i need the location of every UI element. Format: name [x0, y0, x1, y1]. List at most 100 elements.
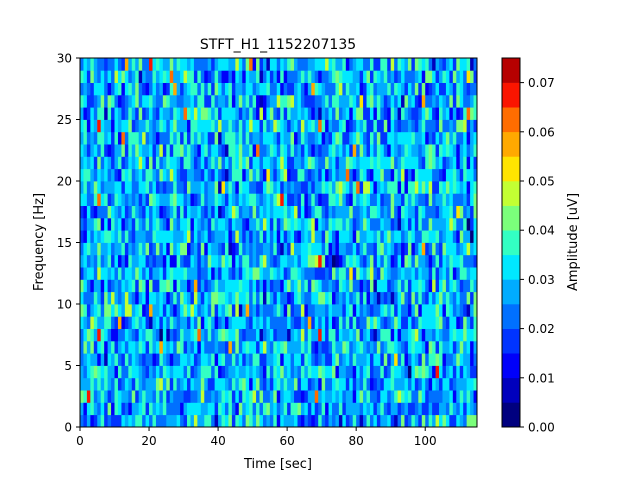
heatmap-cell	[111, 217, 115, 231]
heatmap-cell	[411, 267, 416, 280]
heatmap-cell	[180, 156, 184, 170]
heatmap-cell	[318, 390, 323, 403]
heatmap-cell	[159, 267, 164, 280]
heatmap-cell	[269, 119, 274, 133]
heatmap-cell	[421, 254, 426, 268]
heatmap-cell	[307, 316, 312, 329]
heatmap-cell	[345, 365, 350, 379]
heatmap-cell	[187, 217, 191, 231]
heatmap-cell	[100, 107, 105, 120]
heatmap-cell	[363, 205, 367, 219]
heatmap-cell	[262, 414, 267, 428]
heatmap-cell	[145, 82, 150, 96]
heatmap-cell	[155, 131, 160, 145]
heatmap-cell	[259, 82, 264, 96]
heatmap-cell	[283, 168, 288, 182]
heatmap-cell	[276, 70, 281, 83]
heatmap-cell	[104, 279, 109, 293]
heatmap-cell	[314, 94, 319, 108]
heatmap-cell	[90, 340, 95, 354]
heatmap-cell	[131, 119, 136, 133]
heatmap-cell	[173, 58, 178, 71]
heatmap-cell	[466, 340, 471, 354]
heatmap-cell	[107, 254, 112, 268]
y-tick-label: 10	[57, 298, 72, 312]
heatmap-cell	[249, 205, 254, 219]
heatmap-cell	[401, 230, 405, 243]
heatmap-cell	[269, 390, 274, 403]
heatmap-cell	[332, 119, 336, 133]
heatmap-cell	[421, 58, 426, 71]
heatmap-cell	[432, 279, 436, 293]
heatmap-cell	[149, 82, 153, 96]
heatmap-cell	[224, 205, 229, 219]
heatmap-cell	[435, 131, 440, 145]
heatmap-cell	[397, 365, 402, 379]
heatmap-cell	[404, 82, 409, 96]
heatmap-cell	[204, 304, 209, 317]
heatmap-cell	[187, 316, 191, 329]
heatmap-cell	[283, 131, 288, 145]
heatmap-cell	[356, 230, 361, 243]
heatmap-cell	[345, 82, 350, 96]
heatmap-cell	[359, 107, 364, 120]
heatmap-cell	[197, 131, 202, 145]
heatmap-cell	[269, 193, 274, 206]
heatmap-cell	[332, 230, 336, 243]
heatmap-cell	[411, 390, 416, 403]
heatmap-cell	[442, 119, 447, 133]
heatmap-cell	[183, 181, 188, 194]
heatmap-cell	[363, 365, 367, 379]
heatmap-cell	[135, 119, 140, 133]
heatmap-cell	[363, 377, 367, 391]
heatmap-cell	[183, 94, 188, 108]
heatmap-cell	[366, 304, 371, 317]
heatmap-cell	[218, 390, 222, 403]
heatmap-cell	[238, 193, 243, 206]
heatmap-cell	[276, 365, 281, 379]
heatmap-cell	[442, 267, 447, 280]
heatmap-cell	[180, 205, 184, 219]
heatmap-cell	[459, 377, 464, 391]
heatmap-cell	[169, 156, 174, 170]
heatmap-cell	[111, 316, 115, 329]
heatmap-cell	[166, 279, 171, 293]
heatmap-cell	[259, 267, 264, 280]
heatmap-cell	[249, 377, 254, 391]
heatmap-cell	[221, 390, 226, 403]
heatmap-cell	[180, 131, 184, 145]
heatmap-cell	[332, 82, 336, 96]
heatmap-cell	[224, 82, 229, 96]
heatmap-cell	[439, 340, 443, 354]
heatmap-cell	[86, 279, 91, 293]
heatmap-cell	[373, 193, 378, 206]
heatmap-cell	[307, 230, 312, 243]
heatmap-cell	[404, 353, 409, 366]
heatmap-cell	[169, 377, 174, 391]
heatmap-cell	[463, 316, 468, 329]
heatmap-cell	[366, 365, 371, 379]
heatmap-cell	[221, 193, 226, 206]
heatmap-cell	[114, 181, 119, 194]
heatmap-cell	[452, 119, 457, 133]
heatmap-cell	[404, 168, 409, 182]
heatmap-cell	[287, 230, 291, 243]
heatmap-cell	[328, 267, 333, 280]
heatmap-cell	[190, 144, 195, 157]
heatmap-cell	[411, 144, 416, 157]
heatmap-cell	[287, 390, 291, 403]
heatmap-cell	[142, 58, 146, 71]
heatmap-cell	[262, 353, 267, 366]
heatmap-cell	[300, 402, 305, 416]
heatmap-cell	[193, 316, 198, 329]
heatmap-cell	[162, 193, 167, 206]
heatmap-cell	[242, 58, 247, 71]
heatmap-cell	[138, 193, 143, 206]
heatmap-cell	[111, 340, 115, 354]
heatmap-cell	[338, 328, 343, 342]
heatmap-cell	[273, 193, 278, 206]
heatmap-cell	[380, 217, 385, 231]
heatmap-cell	[390, 316, 395, 329]
heatmap-cell	[138, 377, 143, 391]
heatmap-cell	[159, 353, 164, 366]
